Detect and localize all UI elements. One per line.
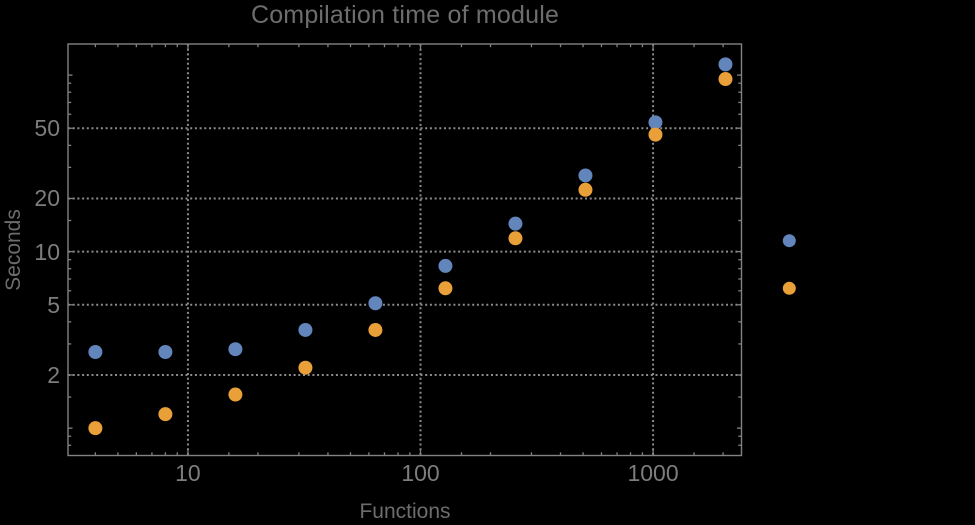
data-point-series-1-blue: [648, 115, 663, 130]
data-point-series-1-blue: [718, 57, 733, 72]
y-tick-label-5: 5: [47, 291, 60, 318]
chart-title: Compilation time of module: [250, 1, 560, 29]
data-point-series-2-orange: [158, 407, 173, 422]
data-point-series-2-orange: [368, 322, 383, 337]
data-point-series-2-orange: [578, 182, 593, 197]
data-point-series-2-orange: [88, 421, 103, 436]
data-point-series-2-orange: [298, 360, 313, 375]
data-point-series-2-orange: [648, 127, 663, 142]
y-tick-label-10: 10: [34, 238, 60, 265]
data-point-series-1-blue: [228, 342, 243, 357]
x-tick-label-1000: 1000: [627, 460, 679, 486]
data-point-series-1-blue: [368, 296, 383, 311]
data-point-series-1-blue: [438, 258, 453, 273]
legend-marker-series-2-orange: [782, 281, 796, 295]
data-point-series-1-blue: [298, 322, 313, 337]
data-point-series-2-orange: [718, 72, 733, 87]
x-tick-label-10: 10: [175, 460, 201, 486]
y-tick-label-2: 2: [47, 362, 60, 388]
y-tick-label-20: 20: [34, 185, 60, 212]
data-point-series-1-blue: [88, 345, 103, 360]
data-point-series-2-orange: [438, 281, 453, 296]
y-tick-label-50: 50: [34, 115, 60, 142]
data-point-series-1-blue: [158, 345, 173, 360]
data-point-series-1-blue: [508, 216, 523, 231]
legend-marker-series-1-blue: [782, 234, 796, 248]
data-point-series-1-blue: [578, 168, 593, 183]
plot-frame: [67, 43, 743, 457]
x-axis-label: Functions: [359, 500, 451, 523]
data-point-series-2-orange: [508, 231, 523, 246]
data-point-series-2-orange: [228, 387, 243, 402]
x-tick-label-100: 100: [401, 460, 440, 486]
